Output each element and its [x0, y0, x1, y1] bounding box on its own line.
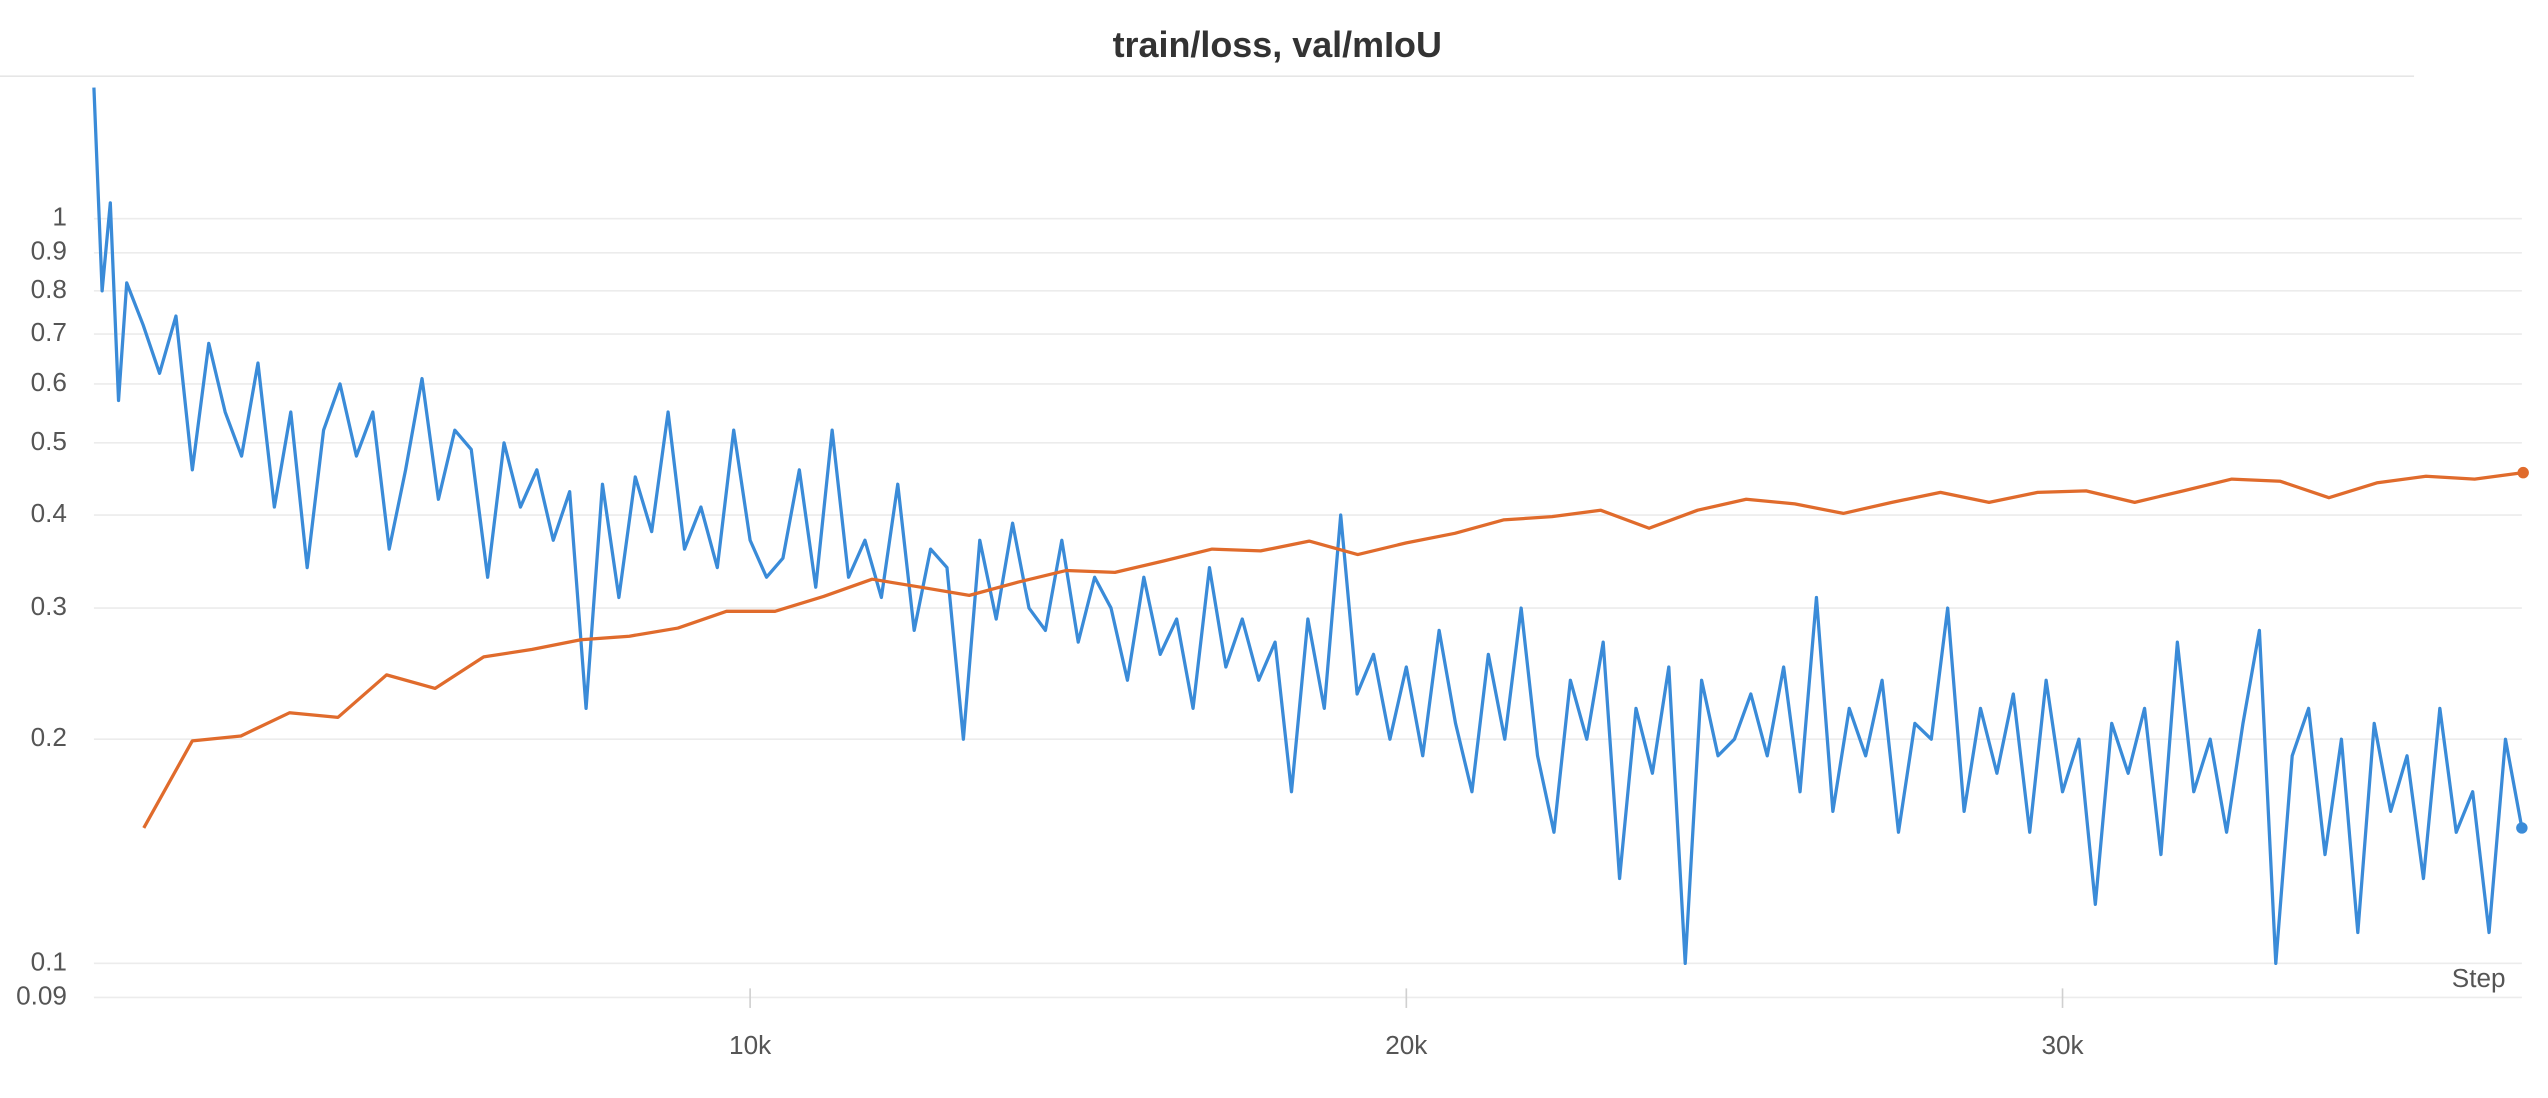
y-tick-label: 0.7	[31, 317, 67, 347]
y-tick-label: 0.5	[31, 426, 67, 456]
y-tick-label: 0.8	[31, 274, 67, 304]
x-axis-label: Step	[2452, 963, 2506, 993]
series-line	[142, 471, 2524, 829]
chart-title: train/loss, val/mIoU	[1113, 24, 1442, 65]
y-tick-label: 1	[52, 202, 67, 232]
x-tick-label: 20k	[1385, 1030, 1428, 1060]
y-tick-label: 0.6	[31, 367, 67, 397]
series-line	[92, 87, 2524, 965]
y-tick-label: 0.4	[31, 498, 67, 528]
y-tick-label: 0.1	[31, 946, 67, 976]
series-end-dot	[2517, 466, 2529, 479]
x-tick-label: 30k	[2041, 1030, 2084, 1060]
y-tick-label: 0.3	[31, 591, 67, 621]
y-tick-label: 0.9	[31, 236, 67, 266]
y-tick-label: 0.2	[31, 722, 67, 752]
x-tick-label: 10k	[729, 1030, 772, 1060]
series-end-dot	[2516, 822, 2528, 834]
y-tick-label: 0.09	[16, 980, 67, 1010]
